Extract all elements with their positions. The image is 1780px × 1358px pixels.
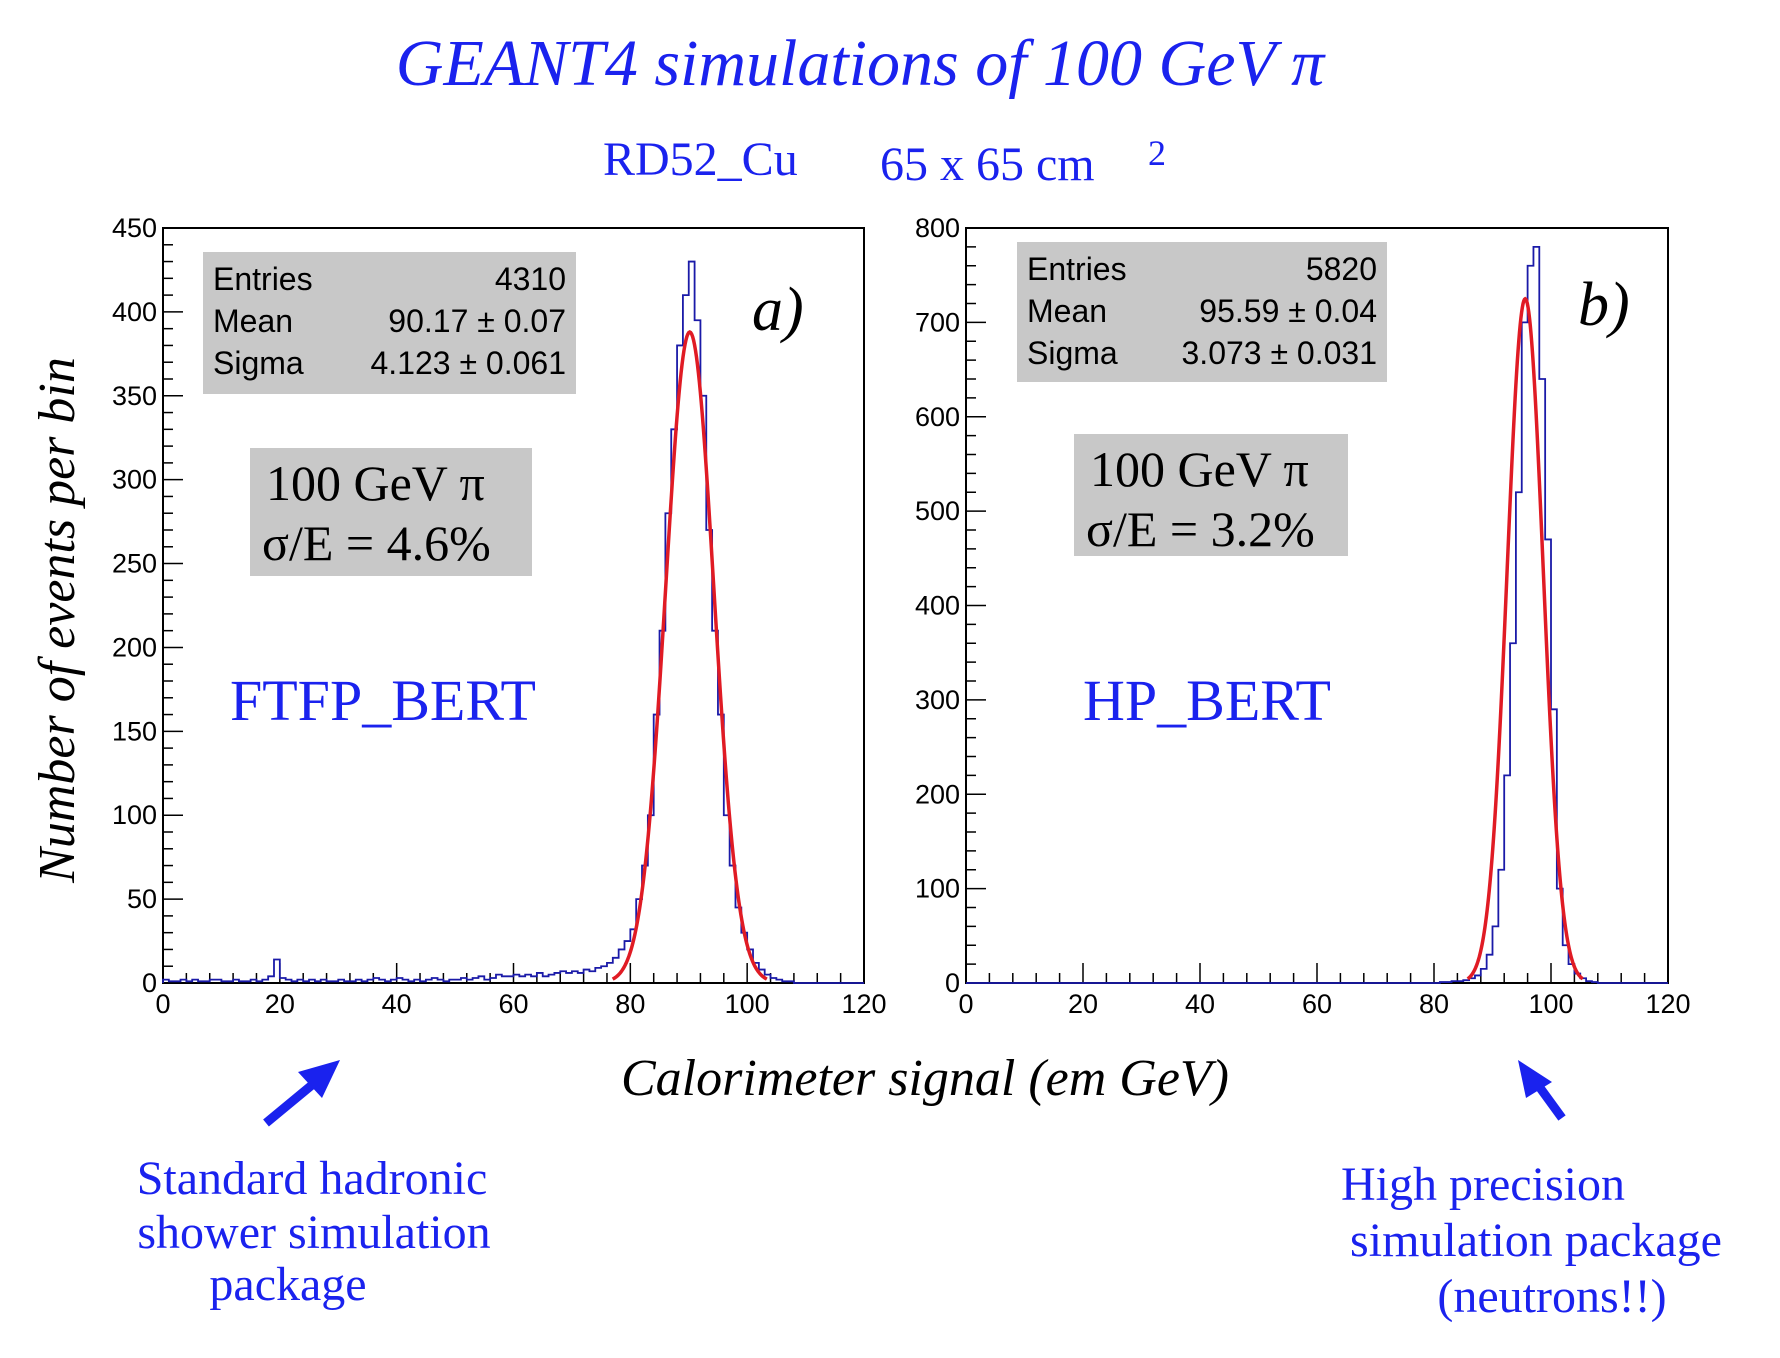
y-tick-label: 300 [112, 465, 157, 495]
x-tick-label: 60 [498, 989, 528, 1019]
annotation-left-line-2: shower simulation [137, 1206, 490, 1259]
y-tick-label: 50 [127, 884, 157, 914]
y-tick-label: 100 [915, 874, 960, 904]
gaussian-fit-line [1466, 296, 1584, 981]
stats-mean-value: 90.17 ± 0.07 [388, 303, 566, 339]
chart-subtitle-superscript: 2 [1148, 133, 1166, 173]
stats-entries-label: Entries [213, 261, 313, 297]
x-tick-label: 120 [1645, 989, 1690, 1019]
y-tick-label: 200 [112, 632, 157, 662]
x-tick-label: 100 [725, 989, 770, 1019]
y-tick-label: 350 [112, 381, 157, 411]
x-tick-label: 120 [841, 989, 886, 1019]
stats-entries-value: 4310 [495, 261, 566, 297]
x-tick-label: 80 [615, 989, 645, 1019]
stats-mean-label: Mean [213, 303, 293, 339]
y-tick-label: 700 [915, 307, 960, 337]
stats-entries-label: Entries [1027, 251, 1127, 287]
stats-entries-value: 5820 [1306, 251, 1377, 287]
y-tick-label: 600 [915, 402, 960, 432]
physics-list-label: HP_BERT [1083, 668, 1331, 733]
chart-title: GEANT4 simulations of 100 GeV π [396, 27, 1326, 100]
stats-sigma-value: 3.073 ± 0.031 [1182, 335, 1378, 371]
resolution-label: σ/E = 3.2% [1086, 501, 1315, 557]
x-axis-label: Calorimeter signal (em GeV) [621, 1050, 1229, 1107]
annotation-left-line-3: package [209, 1258, 366, 1311]
resolution-label: σ/E = 4.6% [262, 515, 491, 571]
y-tick-label: 0 [945, 968, 960, 998]
resolution-box [250, 448, 532, 576]
y-tick-label: 0 [142, 968, 157, 998]
x-tick-label: 40 [382, 989, 412, 1019]
beam-label: 100 GeV π [1090, 441, 1309, 497]
y-tick-label: 450 [112, 213, 157, 243]
y-tick-label: 100 [112, 800, 157, 830]
resolution-box [1074, 434, 1348, 556]
beam-label: 100 GeV π [266, 455, 485, 511]
y-tick-label: 200 [915, 779, 960, 809]
x-tick-label: 0 [958, 989, 973, 1019]
y-tick-label: 250 [112, 549, 157, 579]
annotation-right: High precision simulation package (neutr… [1341, 1158, 1722, 1323]
chart-subtitle-right: 65 x 65 cm [880, 138, 1095, 191]
stats-sigma-label: Sigma [1027, 335, 1118, 371]
histogram-series [966, 245, 1668, 984]
panel-b: 0 20 40 60 80 100 120 0 100 200 300 400 500 600 700 800… [915, 213, 1691, 1019]
y-tick-label: 400 [915, 591, 960, 621]
annotation-left: Standard hadronic shower simulation pack… [137, 1152, 491, 1311]
annotation-right-line-2: simulation package [1350, 1214, 1722, 1267]
stats-box [1017, 242, 1387, 382]
y-tick-label: 500 [915, 496, 960, 526]
x-tick-label: 100 [1528, 989, 1573, 1019]
stats-sigma-label: Sigma [213, 345, 304, 381]
stats-mean-label: Mean [1027, 293, 1107, 329]
x-tick-label: 80 [1419, 989, 1449, 1019]
gaussian-fit-line [611, 330, 768, 981]
annotation-left-line-1: Standard hadronic [137, 1152, 488, 1205]
chart-subtitle-left: RD52_Cu [603, 133, 798, 186]
annotation-right-line-3: (neutrons!!) [1437, 1270, 1666, 1323]
panel-a: 0 20 40 60 80 100 120 0 50 100 150 200 250 300 350 400 4… [112, 213, 887, 1019]
x-tick-label: 20 [1068, 989, 1098, 1019]
annotation-right-line-1: High precision [1341, 1158, 1625, 1211]
y-axis-label: Number of events per bin [29, 357, 86, 884]
stats-box [203, 252, 576, 394]
stats-mean-value: 95.59 ± 0.04 [1199, 293, 1377, 329]
y-tick-label: 150 [112, 716, 157, 746]
stats-sigma-value: 4.123 ± 0.061 [371, 345, 567, 381]
x-tick-label: 40 [1185, 989, 1215, 1019]
physics-list-label: FTFP_BERT [230, 668, 536, 733]
y-tick-label: 400 [112, 297, 157, 327]
panel-letter: a) [752, 276, 804, 344]
y-tick-label: 800 [915, 213, 960, 243]
y-tick-label: 300 [915, 685, 960, 715]
arrow-up-left-icon [1518, 1060, 1566, 1121]
arrow-up-right-icon [263, 1060, 340, 1127]
x-tick-label: 0 [155, 989, 170, 1019]
x-tick-label: 60 [1302, 989, 1332, 1019]
panel-letter: b) [1578, 271, 1630, 339]
x-tick-label: 20 [265, 989, 295, 1019]
